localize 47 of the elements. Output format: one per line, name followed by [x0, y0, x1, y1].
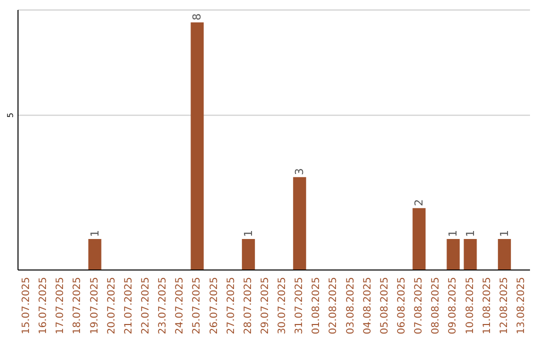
bar — [446, 239, 460, 270]
data-label: 1 — [464, 230, 477, 238]
x-tick-label: 29.07.2025 — [260, 277, 271, 334]
x-tick-label: 21.07.2025 — [123, 277, 134, 334]
x-tick-label: 15.07.2025 — [21, 277, 32, 334]
x-tick-label: 30.07.2025 — [277, 277, 288, 334]
x-tick-label: 23.07.2025 — [158, 277, 169, 334]
x-tick-label: 06.08.2025 — [396, 277, 408, 334]
data-label: 1 — [242, 230, 255, 238]
bar — [190, 22, 204, 270]
bar — [242, 239, 255, 270]
x-tick-label: 20.07.2025 — [106, 277, 118, 334]
x-tick-label: 08.08.2025 — [430, 277, 442, 334]
data-label: 1 — [88, 230, 102, 238]
bar — [464, 239, 477, 270]
x-tick-label: 25.07.2025 — [192, 277, 203, 334]
x-tick-label: 07.08.2025 — [414, 277, 425, 334]
x-tick-label: 18.07.2025 — [72, 277, 84, 334]
data-label: 3 — [293, 168, 306, 176]
x-tick-label: 31.07.2025 — [294, 277, 306, 334]
bar — [498, 239, 511, 270]
data-label: 8 — [190, 13, 204, 20]
x-tick-label: 26.07.2025 — [208, 277, 220, 334]
x-tick-label: 19.07.2025 — [89, 277, 100, 334]
x-tick-label: 28.07.2025 — [242, 277, 254, 334]
x-tick-label: 03.08.2025 — [345, 277, 356, 334]
data-label: 2 — [412, 199, 426, 206]
x-tick-label: 04.08.2025 — [362, 277, 374, 334]
x-tick-label: 01.08.2025 — [311, 277, 322, 334]
x-tick-label: 13.08.2025 — [516, 277, 527, 334]
x-tick-label: 10.08.2025 — [464, 277, 476, 334]
x-tick-label: 12.08.2025 — [498, 277, 510, 334]
x-tick-label: 05.08.2025 — [379, 277, 390, 334]
x-tick-label: 24.07.2025 — [174, 277, 186, 334]
bar — [412, 208, 426, 270]
data-label: 1 — [498, 230, 511, 238]
bar — [293, 177, 306, 270]
x-tick-label: 17.07.2025 — [55, 277, 66, 334]
x-tick-label: 27.07.2025 — [226, 277, 237, 334]
x-tick-label: 11.08.2025 — [482, 277, 493, 334]
bar — [88, 239, 102, 270]
y-tick-label: 5 — [6, 112, 15, 118]
x-tick-label: 16.07.2025 — [38, 277, 50, 334]
x-tick-label: 22.07.2025 — [140, 277, 152, 334]
data-label: 1 — [446, 230, 460, 238]
x-tick-label: 09.08.2025 — [448, 277, 459, 334]
x-tick-label: 02.08.2025 — [328, 277, 340, 334]
